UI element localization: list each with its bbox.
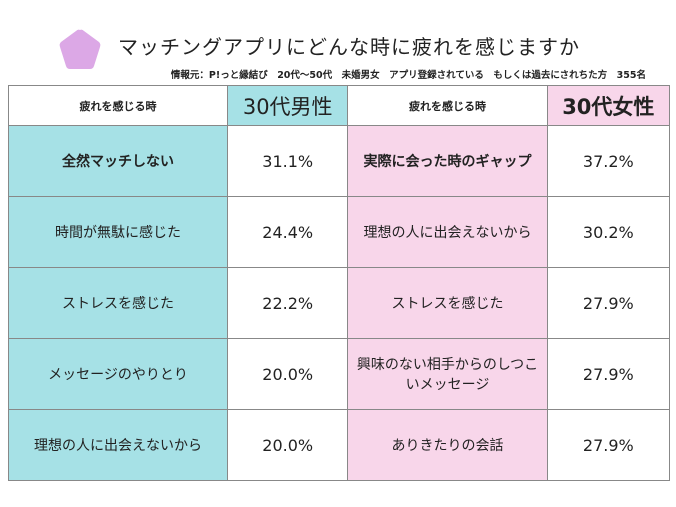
table-row: 時間が無駄に感じた 24.4% 理想の人に出会えないから 30.2%	[7, 196, 671, 268]
female-percent: 30.2%	[546, 196, 671, 268]
male-reason: ストレスを感じた	[7, 267, 229, 339]
female-percent: 27.9%	[546, 409, 671, 481]
female-header: 30代女性	[546, 85, 671, 126]
male-percent: 22.2%	[227, 267, 349, 339]
female-reason: 理想の人に出会えないから	[347, 196, 548, 268]
male-reason: メッセージのやりとり	[7, 338, 229, 410]
male-percent: 24.4%	[227, 196, 349, 268]
table-row: 理想の人に出会えないから 20.0% ありきたりの会話 27.9%	[7, 409, 671, 481]
female-percent: 27.9%	[546, 267, 671, 339]
table-row: メッセージのやりとり 20.0% 興味のない相手からのしつこいメッセージ 27.…	[7, 338, 671, 410]
male-percent: 20.0%	[227, 338, 349, 410]
pentagon-icon	[59, 29, 101, 70]
male-header: 30代男性	[227, 85, 349, 126]
table-row: ストレスを感じた 22.2% ストレスを感じた 27.9%	[7, 267, 671, 339]
table-header-row: 疲れを感じる時 30代男性 疲れを感じる時 30代女性	[7, 85, 671, 126]
table-row: 全然マッチしない 31.1% 実際に会った時のギャップ 37.2%	[7, 125, 671, 197]
female-reason: ありきたりの会話	[347, 409, 548, 481]
female-reason: 興味のない相手からのしつこいメッセージ	[347, 338, 548, 410]
female-percent: 37.2%	[546, 125, 671, 197]
male-percent: 20.0%	[227, 409, 349, 481]
page-title: マッチングアプリにどんな時に疲れを感じますか	[118, 35, 580, 59]
female-reason: 実際に会った時のギャップ	[347, 125, 548, 197]
comparison-table: 疲れを感じる時 30代男性 疲れを感じる時 30代女性 全然マッチしない 31.…	[7, 85, 671, 481]
female-reason: ストレスを感じた	[347, 267, 548, 339]
female-reason-header: 疲れを感じる時	[347, 85, 548, 126]
male-reason: 理想の人に出会えないから	[7, 409, 229, 481]
female-percent: 27.9%	[546, 338, 671, 410]
male-percent: 31.1%	[227, 125, 349, 197]
source-note: 情報元：P!っと縁結び 20代〜50代 未婚男女 アプリ登録されている もしくは…	[170, 70, 646, 81]
male-reason-header: 疲れを感じる時	[7, 85, 229, 126]
male-reason: 時間が無駄に感じた	[7, 196, 229, 268]
male-reason: 全然マッチしない	[7, 125, 229, 197]
